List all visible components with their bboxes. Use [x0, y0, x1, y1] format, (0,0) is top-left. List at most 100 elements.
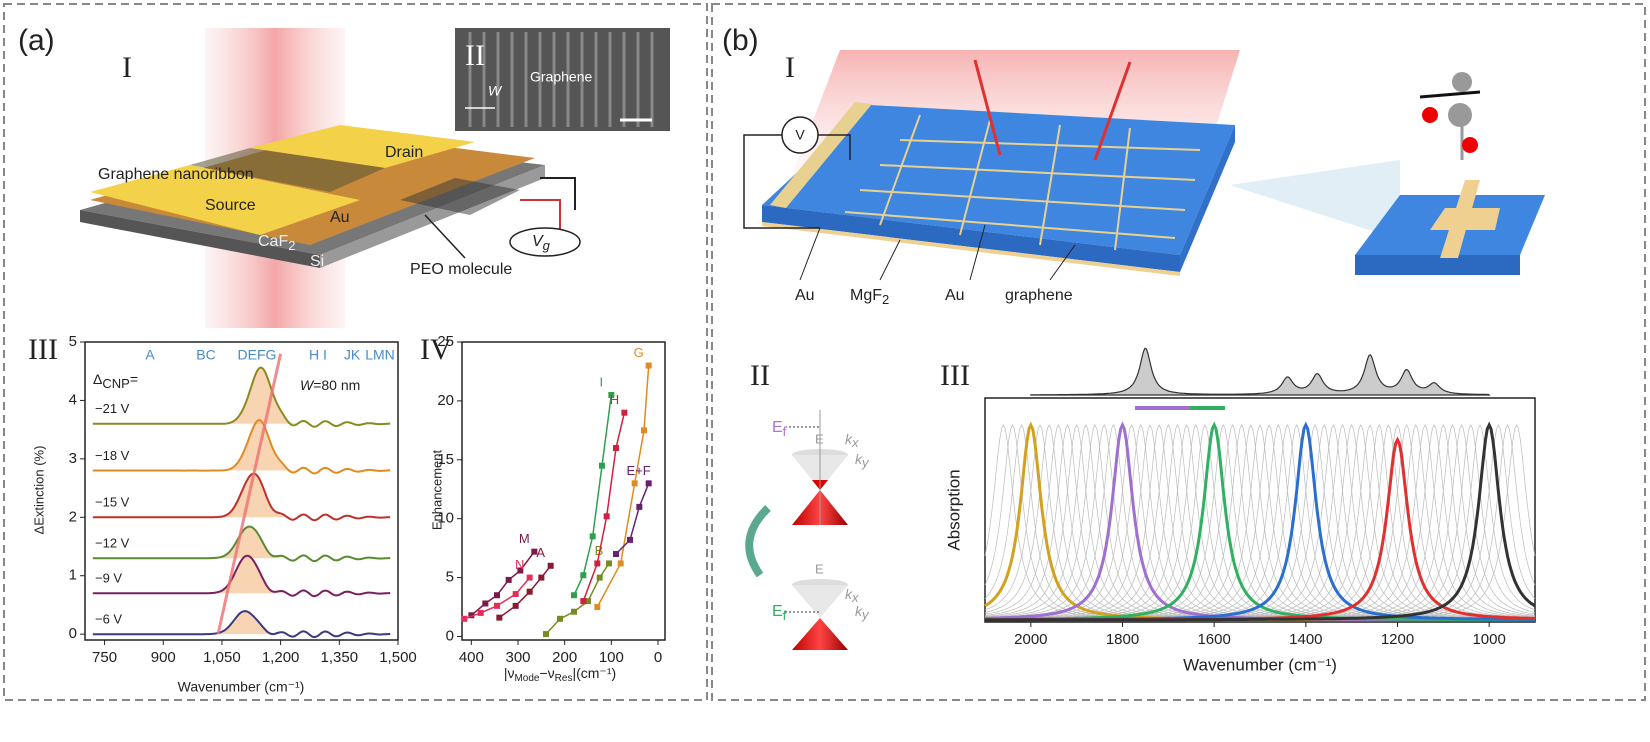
fit-line	[545, 562, 610, 635]
series-label: B	[595, 543, 604, 558]
spectrum	[92, 366, 391, 428]
mode-label: DEFG	[238, 347, 277, 363]
device-text: Au	[795, 287, 815, 304]
y-tick-label: 5	[446, 569, 454, 586]
point	[557, 615, 563, 622]
text: f	[783, 424, 787, 439]
subpanel-label: III	[940, 359, 970, 392]
point	[482, 600, 489, 607]
background-resonance	[984, 424, 1535, 621]
text: f	[783, 608, 787, 623]
background-resonance	[985, 424, 1536, 621]
point	[606, 560, 612, 567]
incident-ray	[973, 59, 1002, 156]
point	[599, 462, 605, 469]
device-text: graphene	[1005, 287, 1073, 304]
background-resonance	[985, 424, 1535, 621]
point	[631, 480, 638, 487]
resonance	[985, 421, 1536, 622]
peak-fill	[218, 368, 297, 424]
point	[645, 362, 652, 369]
point	[512, 602, 519, 609]
background-resonance	[985, 424, 1535, 621]
point	[641, 427, 647, 434]
pointer	[1049, 244, 1076, 281]
background-resonance	[985, 424, 1535, 621]
device-a	[80, 28, 670, 328]
curve-label: −18 V	[95, 448, 130, 463]
slab-side	[762, 205, 1180, 272]
point	[596, 574, 603, 581]
pointer	[424, 214, 466, 259]
text: V	[532, 233, 544, 250]
background-resonance	[985, 424, 1535, 621]
background-resonance	[984, 424, 1535, 621]
y-tick-label: 3	[69, 450, 77, 467]
text: y	[861, 607, 870, 622]
point	[505, 576, 512, 583]
background-resonance	[985, 424, 1535, 621]
point	[608, 392, 615, 399]
x-tick-label: 1600	[1197, 631, 1230, 648]
lower-cone	[792, 618, 848, 650]
background-resonance	[984, 424, 1535, 621]
x-axis-label: |νMode−νRes|(cm⁻¹)	[504, 665, 616, 684]
background-resonance	[984, 424, 1535, 621]
curve-label: −9 V	[95, 571, 122, 586]
point	[494, 602, 500, 609]
x-tick-label: 200	[552, 649, 577, 666]
series-label: A	[536, 545, 545, 560]
reflected-ray	[1093, 61, 1132, 161]
pointer	[879, 239, 901, 281]
background-resonance	[985, 424, 1535, 621]
point	[547, 562, 554, 569]
resonance	[985, 421, 1535, 622]
point	[538, 574, 545, 581]
y-tick-label: 4	[69, 391, 77, 408]
charts: 750 900 1,050 1,200 1,350 1,500 0 1 2 3 4 5 −21 V −18…	[69, 333, 1536, 666]
point	[585, 598, 591, 605]
au-layer	[762, 222, 1180, 276]
wire	[540, 177, 576, 210]
series-label: G	[634, 345, 644, 360]
plot-frame	[84, 341, 399, 641]
resonance	[984, 421, 1535, 622]
band-text: E	[815, 561, 824, 576]
curve-label: −12 V	[95, 536, 130, 551]
point	[613, 445, 619, 452]
text: Mode	[514, 673, 539, 684]
resonance	[985, 436, 1535, 622]
text: E	[772, 603, 783, 620]
point	[571, 592, 577, 599]
background-resonance	[985, 424, 1535, 620]
background-resonance	[985, 424, 1536, 621]
background-resonance	[984, 424, 1535, 621]
spectrum	[92, 554, 391, 598]
background-resonance	[985, 424, 1535, 621]
device-text: Drain	[385, 144, 423, 161]
width-symbol: W	[488, 83, 503, 99]
band-text: kx	[845, 586, 859, 606]
x-tick-label: 0	[654, 649, 662, 666]
mgf2-slab	[762, 105, 1235, 255]
gate-source	[509, 227, 581, 257]
point	[517, 567, 524, 574]
background-resonance	[985, 424, 1535, 620]
zoom-cone	[1230, 160, 1400, 240]
background-resonance	[985, 424, 1535, 621]
fit-line	[573, 394, 613, 596]
background-resonance	[985, 424, 1535, 621]
x-tick-label: 750	[92, 649, 117, 666]
background-resonance	[985, 424, 1535, 621]
source-pad	[90, 165, 360, 235]
text: k	[855, 451, 863, 467]
point	[468, 612, 475, 619]
background-resonance	[985, 424, 1535, 621]
background-resonance	[985, 424, 1535, 621]
background-resonance	[985, 424, 1535, 621]
background-resonance	[985, 424, 1535, 621]
device-text: Au	[945, 287, 965, 304]
text: x	[851, 590, 859, 605]
peak-fill	[218, 473, 297, 518]
text: x	[851, 435, 859, 450]
